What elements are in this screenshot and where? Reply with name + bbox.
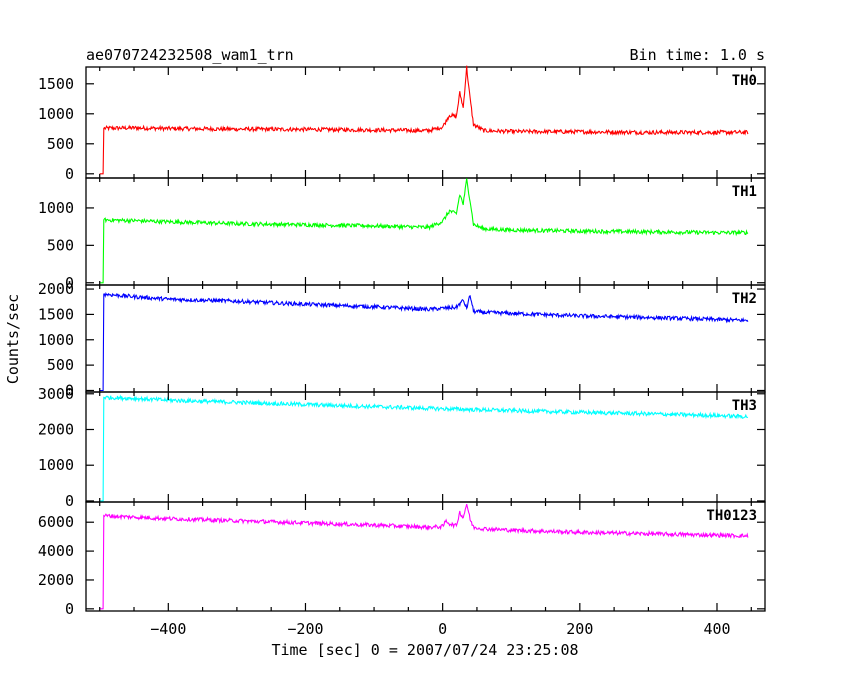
y-tick-label: 0 bbox=[65, 492, 74, 510]
y-tick-label: 6000 bbox=[38, 513, 74, 531]
series-label-th0: TH0 bbox=[732, 73, 757, 89]
y-tick-label: 3000 bbox=[38, 385, 74, 403]
x-tick-label: 0 bbox=[438, 620, 447, 638]
series-line-th3 bbox=[99, 394, 749, 502]
figure-title-left: ae070724232508_wam1_trn bbox=[86, 46, 294, 64]
y-tick-label: 1000 bbox=[38, 331, 74, 349]
panels-group: 0 500 1000 1500 TH0 0 500 1000 TH1 0 500 1000 1500 20… bbox=[38, 65, 766, 618]
x-tick-label: 400 bbox=[703, 620, 730, 638]
y-axis-label: Counts/sec bbox=[4, 294, 22, 384]
y-tick-label: 2000 bbox=[38, 280, 74, 298]
x-axis-label: Time [sec] 0 = 2007/07/24 23:25:08 bbox=[271, 641, 578, 659]
y-tick-label: 1500 bbox=[38, 305, 74, 323]
x-tick-label: −200 bbox=[287, 620, 323, 638]
y-tick-label: 1500 bbox=[38, 75, 74, 93]
y-tick-label: 0 bbox=[65, 274, 74, 292]
panel-frame bbox=[85, 501, 766, 612]
x-tick-label: 200 bbox=[566, 620, 593, 638]
y-tick-label: 500 bbox=[47, 356, 74, 374]
panel-frame bbox=[85, 66, 766, 179]
y-tick-label: 0 bbox=[65, 381, 74, 399]
series-label-th3: TH3 bbox=[732, 398, 757, 414]
y-tick-label: 500 bbox=[47, 236, 74, 254]
series-label-th1: TH1 bbox=[732, 184, 757, 200]
series-label-th2: TH2 bbox=[732, 291, 757, 307]
panel-frame bbox=[85, 391, 766, 503]
y-tick-label: 0 bbox=[65, 600, 74, 618]
series-line-th1 bbox=[99, 178, 749, 284]
y-tick-label: 4000 bbox=[38, 542, 74, 560]
series-label-th0123: TH0123 bbox=[706, 508, 757, 524]
series-line-th0123 bbox=[99, 503, 749, 610]
y-tick-label: 0 bbox=[65, 165, 74, 183]
series-line-th2 bbox=[99, 292, 749, 392]
x-tick-labels: −400 −200 0 200 400 bbox=[150, 620, 730, 638]
y-tick-label: 1000 bbox=[38, 199, 74, 217]
y-tick-label: 2000 bbox=[38, 571, 74, 589]
series-line-th0 bbox=[99, 65, 749, 175]
y-tick-label: 500 bbox=[47, 135, 74, 153]
y-tick-label: 1000 bbox=[38, 456, 74, 474]
x-tick-label: −400 bbox=[150, 620, 186, 638]
figure-title-right: Bin time: 1.0 s bbox=[630, 46, 765, 64]
y-tick-label: 1000 bbox=[38, 105, 74, 123]
y-tick-label: 2000 bbox=[38, 421, 74, 439]
